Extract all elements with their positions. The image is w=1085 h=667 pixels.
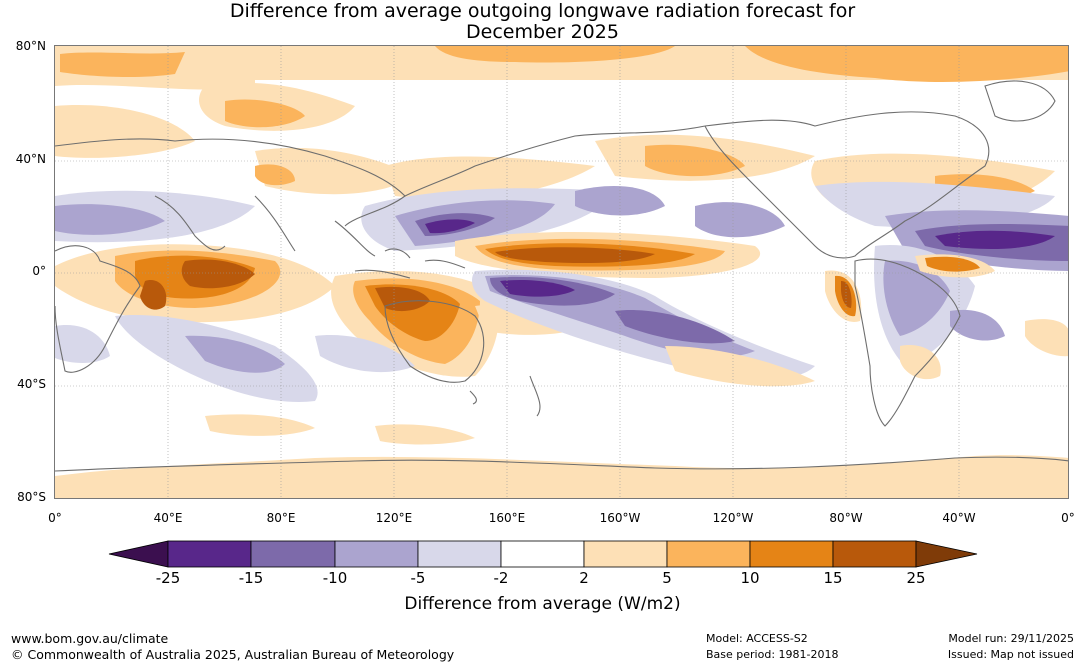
website-text: www.bom.gov.au/climate xyxy=(11,631,169,646)
colorbar-tick-p15: 15 xyxy=(823,569,843,587)
lat-label-40n: 40°N xyxy=(15,152,46,166)
base-period-text: Base period: 1981-2018 xyxy=(706,648,839,661)
colorbar-tick-p25: 25 xyxy=(906,569,926,587)
lon-label-0-right: 0° xyxy=(1061,511,1075,525)
colorbar-tick-m25: -25 xyxy=(155,569,181,587)
colorbar-segments xyxy=(108,540,978,568)
indian-ocean-positive xyxy=(55,244,335,323)
south-pacific-negative xyxy=(472,269,815,380)
colorbar-segment-m2-2 xyxy=(500,540,585,568)
colorbar-segment-p15-25 xyxy=(832,540,917,568)
antarctic-positive-anomaly xyxy=(55,414,1068,498)
copyright-text: © Commonwealth of Australia 2025, Austra… xyxy=(11,647,455,662)
australia-positive xyxy=(331,271,595,377)
equatorial-pacific-positive xyxy=(455,231,761,278)
arctic-positive-anomaly xyxy=(55,46,1068,131)
lat-label-equator: 0° xyxy=(32,264,46,278)
colorbar-segment-p5-10 xyxy=(666,540,751,568)
colorbar-tick-p5: 5 xyxy=(662,569,672,587)
lon-label-40w: 40°W xyxy=(942,511,976,525)
coastlines xyxy=(55,80,1068,472)
eastern-pacific-features xyxy=(665,245,1068,387)
lon-label-40e: 40°E xyxy=(153,511,183,525)
colorbar-title: Difference from average (W/m2) xyxy=(404,594,681,614)
lon-label-80w: 80°W xyxy=(829,511,863,525)
lon-label-160e: 160°E xyxy=(488,511,526,525)
colorbar-tick-m2: -2 xyxy=(493,569,509,587)
colorbar-segment-m15-m10 xyxy=(250,540,336,568)
olr-anomaly-map xyxy=(54,45,1069,499)
lon-label-120w: 120°W xyxy=(712,511,754,525)
lat-label-80n: 80°N xyxy=(15,39,46,53)
colorbar-extend-min xyxy=(108,540,169,568)
colorbar-tick-m15: -15 xyxy=(238,569,264,587)
model-run-text: Model run: 29/11/2025 xyxy=(948,632,1074,645)
colorbar-tick-p2: 2 xyxy=(579,569,589,587)
map-title-line2: December 2025 xyxy=(466,21,619,43)
colorbar-segment-p10-15 xyxy=(749,540,834,568)
colorbar-extend-max xyxy=(915,540,978,568)
graticule xyxy=(55,46,1068,498)
lon-label-80e: 80°E xyxy=(266,511,296,525)
colorbar-segment-m10-m5 xyxy=(334,540,419,568)
lon-label-160w: 160°W xyxy=(599,511,641,525)
map-title-line1: Difference from average outgoing longwav… xyxy=(229,0,856,22)
southern-indian-negative xyxy=(55,315,415,402)
lon-label-120e: 120°E xyxy=(375,511,413,525)
colorbar-tick-m10: -10 xyxy=(322,569,348,587)
lon-label-0-left: 0° xyxy=(48,511,62,525)
colorbar-tick-p10: 10 xyxy=(740,569,760,587)
colorbar-segment-p2-5 xyxy=(583,540,668,568)
colorbar-tick-m5: -5 xyxy=(410,569,426,587)
colorbar-segment-m5-m2 xyxy=(417,540,502,568)
lat-label-40s: 40°S xyxy=(17,377,46,391)
issued-text: Issued: Map not issued xyxy=(947,648,1074,661)
lat-label-80s: 80°S xyxy=(17,490,46,504)
colorbar-segment-lt-m15 xyxy=(167,540,252,568)
northern-subtropical-negative xyxy=(55,181,1068,271)
map-canvas xyxy=(55,46,1068,498)
model-text: Model: ACCESS-S2 xyxy=(706,632,808,645)
